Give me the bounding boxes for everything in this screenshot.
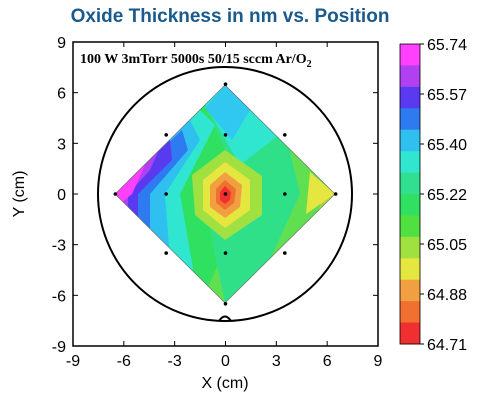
sample-point-1: [164, 133, 168, 137]
y-axis-ticks: -9 -6 -3 0 3 6 9: [52, 35, 378, 356]
sample-point-12: [223, 301, 228, 306]
colorbar-label: 65.57: [427, 87, 467, 104]
colorbar-swatch: [400, 194, 420, 216]
colorbar-swatch: [400, 151, 420, 174]
colorbar-swatch: [400, 258, 420, 281]
x-tick-label: 0: [221, 353, 230, 370]
sample-point-11: [283, 251, 287, 255]
colorbar-swatch: [400, 86, 420, 109]
colorbar-swatch: [400, 44, 420, 66]
y-tick-label: 9: [57, 35, 66, 52]
y-tick-label: 6: [57, 86, 66, 103]
contour-fill: [115, 85, 335, 303]
sample-points: [113, 82, 338, 306]
x-axis-ticks: -9 -6 -3 0 3 6 9: [66, 42, 383, 370]
wafer-notch: [218, 315, 232, 322]
x-tick-label: 9: [374, 353, 383, 370]
contour-level-left-magenta: [115, 165, 145, 202]
y-tick-label: -6: [52, 288, 66, 305]
colorbar-label: 65.22: [427, 187, 467, 204]
sample-point-8: [333, 192, 338, 196]
colorbar-swatch: [400, 279, 420, 302]
colorbar-swatch: [400, 129, 420, 152]
colorbar-swatch: [400, 322, 420, 345]
colorbar-swatch: [400, 236, 420, 259]
colorbar-label: 65.05: [427, 237, 467, 254]
sample-point-3: [283, 133, 287, 137]
x-axis-label: X (cm): [201, 375, 248, 392]
y-tick-label: 3: [57, 136, 66, 153]
colorbar-swatch: [400, 65, 420, 88]
process-annotation: 100 W 3mTorr 5000s 50/15 sccm Ar/O2: [80, 52, 312, 70]
contour-level-left-indigo: [115, 140, 172, 224]
y-tick-label: -9: [52, 339, 66, 356]
contour-level-edge-yellow: [306, 172, 335, 214]
x-tick-label: -3: [168, 353, 182, 370]
x-tick-label: 3: [272, 353, 281, 370]
y-tick-label: -3: [52, 238, 66, 255]
colorbar-swatch: [400, 172, 420, 195]
colorbar-label: 64.71: [427, 337, 467, 354]
colorbar: 65.74 65.57 65.40 65.22 65.05 64.88 64.71: [399, 37, 467, 354]
colorbar-swatch: [400, 108, 420, 131]
x-tick-label: -6: [117, 353, 131, 370]
chart-title: Oxide Thickness in nm vs. Position: [70, 6, 390, 27]
sample-point-9: [164, 251, 168, 255]
sample-point-0: [223, 82, 228, 87]
sample-point-5: [164, 192, 168, 196]
sample-point-7: [283, 192, 287, 196]
y-tick-label: 0: [57, 187, 66, 204]
sample-point-2: [223, 133, 228, 137]
sample-point-4: [113, 192, 118, 196]
colorbar-label: 65.40: [427, 137, 467, 154]
colorbar-label: 64.88: [427, 287, 467, 304]
colorbar-label: 65.74: [427, 37, 467, 54]
x-tick-label: 6: [323, 353, 332, 370]
sample-point-6: [223, 192, 228, 196]
y-axis-label: Y (cm): [11, 171, 28, 218]
wafer-outline: [97, 66, 353, 322]
colorbar-swatch: [400, 301, 420, 324]
sample-point-10: [223, 251, 228, 255]
x-tick-label: -9: [66, 353, 80, 370]
colorbar-swatch: [400, 215, 420, 238]
